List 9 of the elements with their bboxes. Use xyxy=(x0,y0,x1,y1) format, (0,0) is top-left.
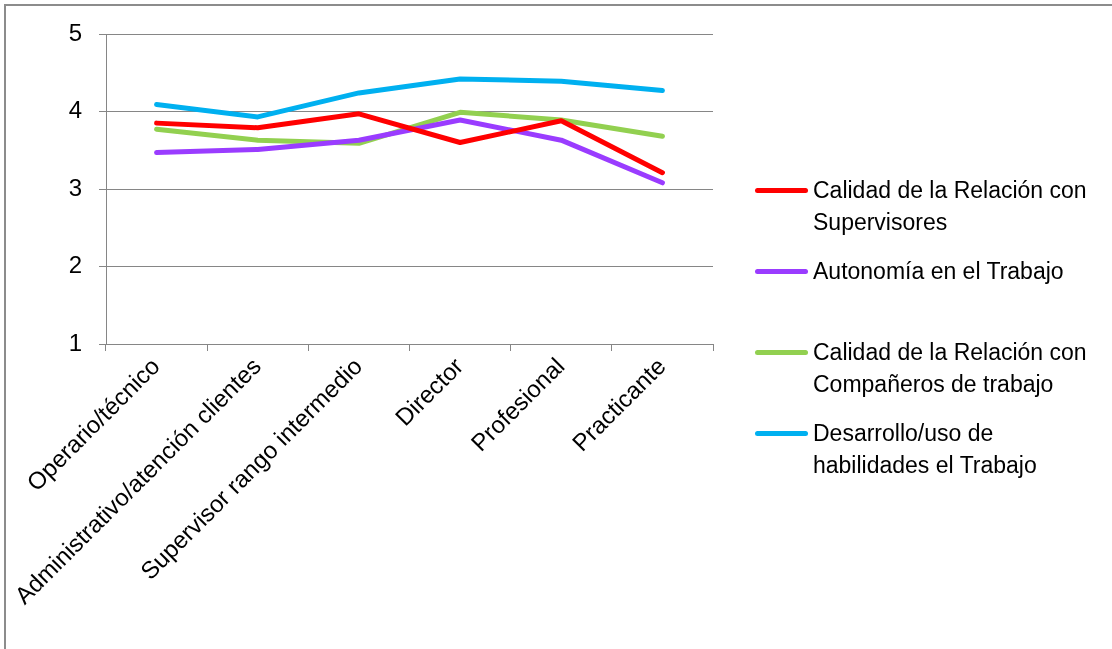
y-tick-label: 5 xyxy=(68,18,82,46)
y-tick-label: 4 xyxy=(68,96,82,124)
legend-label: Desarrollo/uso de habilidades el Trabajo xyxy=(813,419,1038,480)
legend-label: Autonomía en el Trabajo xyxy=(813,257,1065,286)
legend-label: Calidad de la Relación con Supervisores xyxy=(813,176,1088,237)
y-tick-label: 1 xyxy=(68,328,82,356)
y-tick-label: 3 xyxy=(68,173,82,201)
legend-label: Calidad de la Relación con Compañeros de trabajo xyxy=(813,338,1088,399)
y-tick-label: 2 xyxy=(68,251,82,279)
